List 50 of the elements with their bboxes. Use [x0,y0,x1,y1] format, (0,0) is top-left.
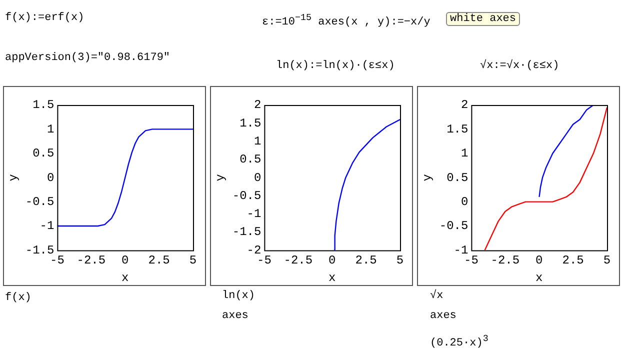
text: ln(x) [222,290,256,302]
y-tick-label: 2 [254,98,262,112]
x-tick-label: 5 [189,254,197,268]
y-tick-label: 2 [461,98,468,112]
x-tick-label: -2.5 [490,254,520,268]
text: √x [430,290,444,302]
text: appVersion(3)="0.98.6179" [5,52,170,64]
y-tick-label: 1 [47,122,54,136]
y-tick-label: -1 [40,219,54,234]
y-tick-label: -1 [246,207,262,222]
text: ε:=10$^{−15}$ axes(x , y):=−x/y [262,12,430,29]
x-tick-label: 0 [122,254,129,268]
text: √x:=√x·(ε≤x) [480,60,560,72]
x-tick-label: 0 [328,254,336,268]
y-tick-label: -1.5 [232,225,262,240]
y-tick-label: 0.5 [240,152,262,167]
y-tick-label: 0 [254,170,262,185]
x-tick-label: 2.5 [562,254,584,268]
y-axis-title: y [213,174,228,182]
text: (0.25·x)$^{3}$ [430,333,488,350]
text: f(x):=erf(x) [5,12,84,24]
x-axis-title: x [328,270,336,285]
x-tick-label: 5 [396,254,404,268]
x-tick-label: 5 [603,254,611,268]
y-tick-label: 1.5 [32,98,54,112]
text: f(x) [5,292,32,304]
text: axes [222,310,248,322]
y-tick-label: -0.5 [232,188,262,203]
x-tick-label: 2.5 [355,254,377,268]
text: white axes [446,12,520,26]
x-tick-label: -2.5 [76,254,106,268]
y-tick-label: 1.5 [446,122,468,136]
y-tick-label: 0.5 [32,146,54,161]
x-tick-label: 2.5 [148,254,170,268]
y-tick-label: 1 [461,146,468,161]
y-tick-label: 0.5 [446,170,468,185]
y-tick-label: 0 [47,170,54,185]
text: ln(x):=ln(x)·(ε≤x) [276,60,395,72]
x-tick-label: 0 [536,254,543,268]
x-axis-title: x [536,270,543,285]
y-tick-label: 1 [254,134,262,148]
y-tick-label: -0.5 [25,194,54,209]
text: axes [430,310,456,322]
x-axis-title: x [122,270,129,285]
y-axis-title: y [6,174,20,182]
y-tick-label: 0 [461,194,468,209]
y-tick-label: -0.5 [439,219,468,234]
y-tick-label: 1.5 [240,116,262,130]
y-axis-title: y [420,174,434,182]
x-tick-label: -2.5 [284,254,313,268]
